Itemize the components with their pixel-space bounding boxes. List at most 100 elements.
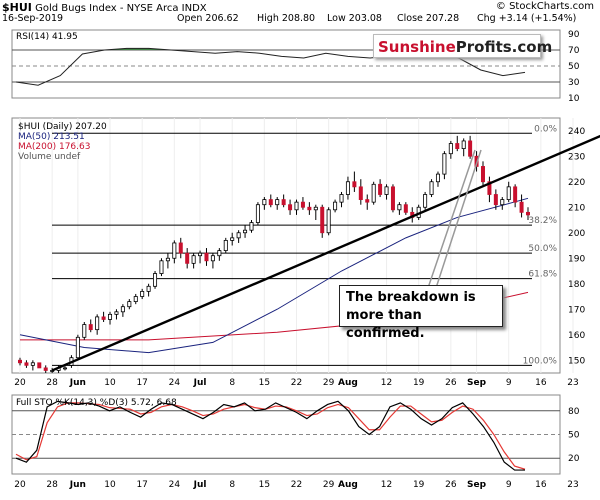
candle-body — [519, 201, 524, 213]
symbol-label: $HUI — [2, 1, 32, 14]
callout-pointer-2 — [435, 149, 482, 289]
chart-header-line2: 16-Sep-2019 Open 206.62 High 208.80 Low … — [2, 13, 598, 25]
sto-x-label: Sep — [467, 480, 487, 490]
candle-body — [120, 306, 125, 313]
candle-body — [358, 186, 363, 201]
candle-body — [243, 229, 248, 234]
candle-body — [217, 250, 222, 257]
candle-body — [307, 206, 312, 211]
price-x-label: 23 — [567, 378, 578, 388]
sto-k-line — [15, 400, 525, 471]
callout-pointer-1 — [427, 149, 476, 289]
sunshine-profits-logo: SunshineProfits.com — [373, 34, 552, 58]
price-x-label: Jul — [193, 378, 207, 388]
callout-line2: more than confirmed. — [346, 308, 425, 341]
candle-body — [159, 260, 164, 274]
candle-body — [345, 181, 350, 195]
sto-x-label: 15 — [259, 480, 270, 490]
candle-body — [172, 242, 177, 259]
sto-x-label: 8 — [229, 480, 235, 490]
candle-body — [390, 186, 395, 211]
ma200-legend: MA(200) 176.63 — [18, 142, 90, 152]
candle-body — [281, 199, 286, 206]
price-x-label: 10 — [104, 378, 116, 388]
candle-body — [185, 252, 190, 264]
sto-tick-label: 80 — [568, 407, 580, 417]
candle-body — [236, 232, 241, 239]
candle-body — [526, 211, 531, 216]
rsi-tick-label: 90 — [568, 30, 580, 40]
price-x-label: 8 — [229, 378, 235, 388]
panel-frame-1 — [11, 117, 561, 374]
candle-body — [448, 143, 453, 155]
candle-body — [249, 222, 254, 231]
price-x-label: 28 — [46, 378, 58, 388]
candle-body — [500, 199, 505, 206]
candle-body — [320, 206, 325, 234]
price-tick-label: 220 — [568, 178, 585, 188]
price-tick-label: 180 — [568, 280, 585, 290]
date-label: 16-Sep-2019 — [2, 13, 64, 24]
price-x-label: 26 — [445, 378, 457, 388]
price-tick-label: 240 — [568, 127, 585, 137]
candle-body — [191, 255, 196, 264]
price-x-label: 19 — [413, 378, 425, 388]
sto-x-label: Aug — [338, 480, 358, 490]
candle-body — [43, 367, 48, 371]
candle-body — [468, 140, 473, 157]
fib-label: 38.2% — [528, 216, 557, 226]
fib-label: 100.0% — [523, 356, 558, 366]
price-title: $HUI (Daily) 207.20 — [18, 122, 107, 132]
candle-body — [326, 209, 331, 234]
candle-body — [165, 257, 170, 262]
sto-x-label: 20 — [14, 480, 26, 490]
sto-x-label: 26 — [445, 480, 457, 490]
sto-x-label: 17 — [136, 480, 147, 490]
ma50-legend: MA(50) 213.51 — [18, 132, 85, 142]
candle-body — [146, 285, 151, 292]
credit-label: © StockCharts.com — [495, 1, 594, 12]
sto-x-label: 12 — [381, 480, 392, 490]
candle-body — [230, 237, 235, 241]
ma50-line — [19, 197, 529, 354]
candle-body — [513, 186, 518, 203]
price-x-label: Jun — [69, 378, 86, 388]
sto-x-label: Jul — [193, 480, 207, 490]
price-x-label: Sep — [467, 378, 487, 388]
candle-body — [435, 173, 440, 183]
high-label: High 208.80 — [257, 13, 316, 24]
candle-body — [493, 194, 498, 206]
candle-body — [82, 324, 87, 338]
sto-x-label: 24 — [169, 480, 181, 490]
volume-legend: Volume undef — [18, 152, 81, 162]
candle-body — [210, 255, 215, 262]
sto-tick-label: 50 — [568, 431, 580, 441]
rsi-tick-label: 70 — [568, 46, 580, 56]
price-x-label: 24 — [169, 378, 181, 388]
candle-body — [333, 201, 338, 211]
candle-body — [378, 183, 383, 195]
price-tick-label: 200 — [568, 229, 585, 239]
price-x-label: 15 — [259, 378, 270, 388]
logo-part1: Sunshine — [378, 38, 456, 56]
open-label: Open 206.62 — [177, 13, 239, 24]
candle-body — [339, 194, 344, 203]
candle-body — [300, 201, 305, 208]
candle-body — [268, 199, 273, 206]
price-tick-label: 230 — [568, 152, 585, 162]
candle-body — [365, 199, 370, 203]
candle-body — [262, 199, 267, 206]
candle-body — [114, 311, 119, 315]
price-tick-label: 150 — [568, 356, 585, 366]
sto-x-label: 23 — [567, 480, 578, 490]
rsi-title: RSI(14) 41.95 — [16, 32, 78, 42]
candle-body — [397, 204, 402, 211]
price-x-label: 12 — [381, 378, 392, 388]
price-x-label: 20 — [14, 378, 26, 388]
price-x-label: 22 — [291, 378, 302, 388]
fib-label: 50.0% — [528, 244, 557, 254]
sto-x-label: 29 — [323, 480, 335, 490]
candle-body — [198, 252, 203, 257]
candle-body — [101, 316, 106, 320]
